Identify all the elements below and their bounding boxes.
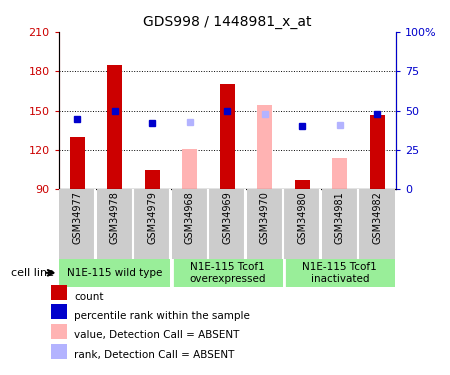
Text: GSM34981: GSM34981 <box>335 192 345 244</box>
Bar <box>295 180 310 189</box>
Text: GSM34980: GSM34980 <box>297 192 307 244</box>
Bar <box>59 259 170 287</box>
Bar <box>107 64 122 189</box>
Bar <box>134 189 170 259</box>
Bar <box>370 115 385 189</box>
Bar <box>209 189 245 259</box>
Bar <box>284 259 395 287</box>
Text: GSM34979: GSM34979 <box>147 192 157 244</box>
Text: rank, Detection Call = ABSENT: rank, Detection Call = ABSENT <box>74 350 234 360</box>
Title: GDS998 / 1448981_x_at: GDS998 / 1448981_x_at <box>143 15 311 30</box>
Text: cell line: cell line <box>11 268 54 278</box>
Text: N1E-115 Tcof1
overexpressed: N1E-115 Tcof1 overexpressed <box>189 262 266 284</box>
Bar <box>51 344 67 359</box>
Bar <box>284 189 320 259</box>
Bar <box>172 189 208 259</box>
Text: count: count <box>74 292 104 302</box>
Bar <box>247 189 283 259</box>
Bar <box>145 170 160 189</box>
Text: GSM34969: GSM34969 <box>222 192 232 244</box>
Bar <box>257 105 272 189</box>
Bar <box>182 149 197 189</box>
Bar <box>220 84 235 189</box>
Text: N1E-115 wild type: N1E-115 wild type <box>67 268 162 278</box>
Bar <box>359 189 395 259</box>
Text: GSM34970: GSM34970 <box>260 192 270 244</box>
Text: GSM34978: GSM34978 <box>110 192 120 244</box>
Bar <box>97 189 133 259</box>
Bar <box>332 158 347 189</box>
Bar <box>172 259 283 287</box>
Text: value, Detection Call = ABSENT: value, Detection Call = ABSENT <box>74 330 240 340</box>
Bar <box>322 189 358 259</box>
Text: percentile rank within the sample: percentile rank within the sample <box>74 310 250 321</box>
Bar <box>59 189 95 259</box>
Text: GSM34977: GSM34977 <box>72 192 82 244</box>
Bar <box>51 285 67 300</box>
Bar <box>51 324 67 339</box>
Text: N1E-115 Tcof1
inactivated: N1E-115 Tcof1 inactivated <box>302 262 377 284</box>
Bar <box>51 304 67 319</box>
Text: GSM34968: GSM34968 <box>185 192 195 244</box>
Bar <box>70 137 85 189</box>
Text: GSM34982: GSM34982 <box>372 192 382 244</box>
